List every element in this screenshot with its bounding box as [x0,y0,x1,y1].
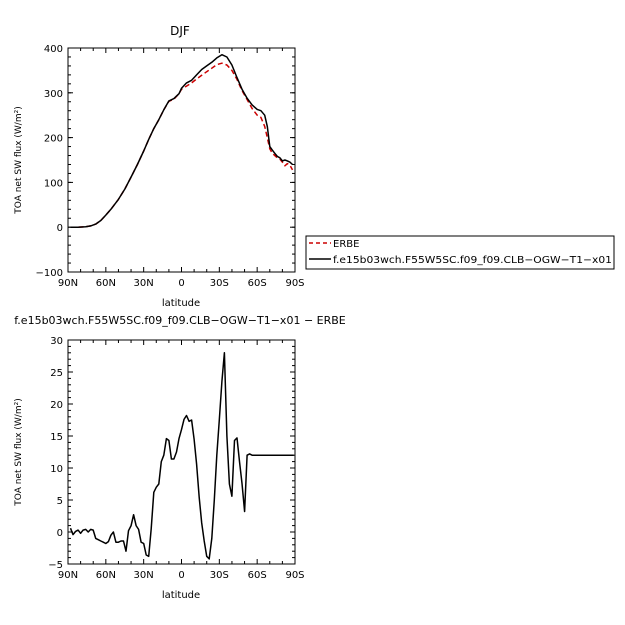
bottom-x-tick-label: 90N [58,570,78,581]
top-axis-ticks: 90N 60N 30N 0 30S 60S 90S −100 0 100 200 300 400 [36,44,305,289]
bottom-panel: f.e15b03wch.F55W5SC.f09_f09.CLB−OGW−T1−x… [14,314,346,601]
top-x-tick-label: 60N [96,278,116,289]
top-y-tick-label: 0 [57,223,63,234]
bottom-y-tick-label: 15 [50,432,63,443]
top-x-tick-label: 30S [210,278,229,289]
bottom-y-tick-label: 10 [50,464,63,475]
bottom-series-group [69,352,294,560]
top-y-tick-label: 300 [44,89,63,100]
bottom-x-tick-label: 60S [248,570,267,581]
bottom-plot-frame [67,339,296,565]
top-y-tick-label: 200 [44,134,63,145]
bottom-y-tick-label: 20 [50,400,63,411]
top-x-tick-label: 90S [285,278,304,289]
bottom-y-tick-label: 5 [57,496,63,507]
top-plot-frame [67,47,296,273]
bottom-x-tick-label: 90S [285,570,304,581]
bottom-x-tick-label: 0 [178,570,184,581]
bottom-y-axis-label: TOA net SW flux (W/m²) [14,398,24,506]
legend-label-model: f.e15b03wch.F55W5SC.f09_f09.CLB−OGW−T1−x… [333,255,612,266]
bottom-y-tick-label: −5 [48,560,63,571]
top-y-tick-label: 400 [44,44,63,55]
top-y-tick-label: −100 [36,268,63,279]
top-panel: DJF 90N 60N 30N 0 30S 60S 90S −100 0 100 200 300 400… [14,24,305,309]
bottom-chart-title: f.e15b03wch.F55W5SC.f09_f09.CLB−OGW−T1−x… [14,314,346,327]
legend-label-erbe: ERBE [333,239,359,250]
bottom-x-tick-label: 60N [96,570,116,581]
top-series-line-f.e1 [70,53,294,228]
bottom-x-tick-label: 30N [134,570,154,581]
bottom-axis-ticks: 90N 60N 30N 0 30S 60S 90S −5 0 5 10 15 20 25 30 [48,336,304,581]
top-chart-title: DJF [170,24,190,38]
bottom-x-tick-label: 30S [210,570,229,581]
top-x-tick-label: 0 [178,278,184,289]
legend: ERBE f.e15b03wch.F55W5SC.f09_f09.CLB−OGW… [305,235,615,270]
top-x-axis-label: latitude [162,298,200,309]
bottom-y-tick-label: 25 [50,368,63,379]
legend-box [305,235,615,270]
top-x-tick-label: 90N [58,278,78,289]
bottom-x-axis-label: latitude [162,590,200,601]
bottom-series-line-diff [69,352,294,560]
top-y-tick-label: 100 [44,178,63,189]
top-x-tick-label: 30N [134,278,154,289]
top-x-tick-label: 60S [248,278,267,289]
top-y-axis-label: TOA net SW flux (W/m²) [14,106,24,214]
bottom-y-tick-label: 30 [50,336,63,347]
bottom-y-tick-label: 0 [57,528,63,539]
top-series-group [70,53,294,228]
